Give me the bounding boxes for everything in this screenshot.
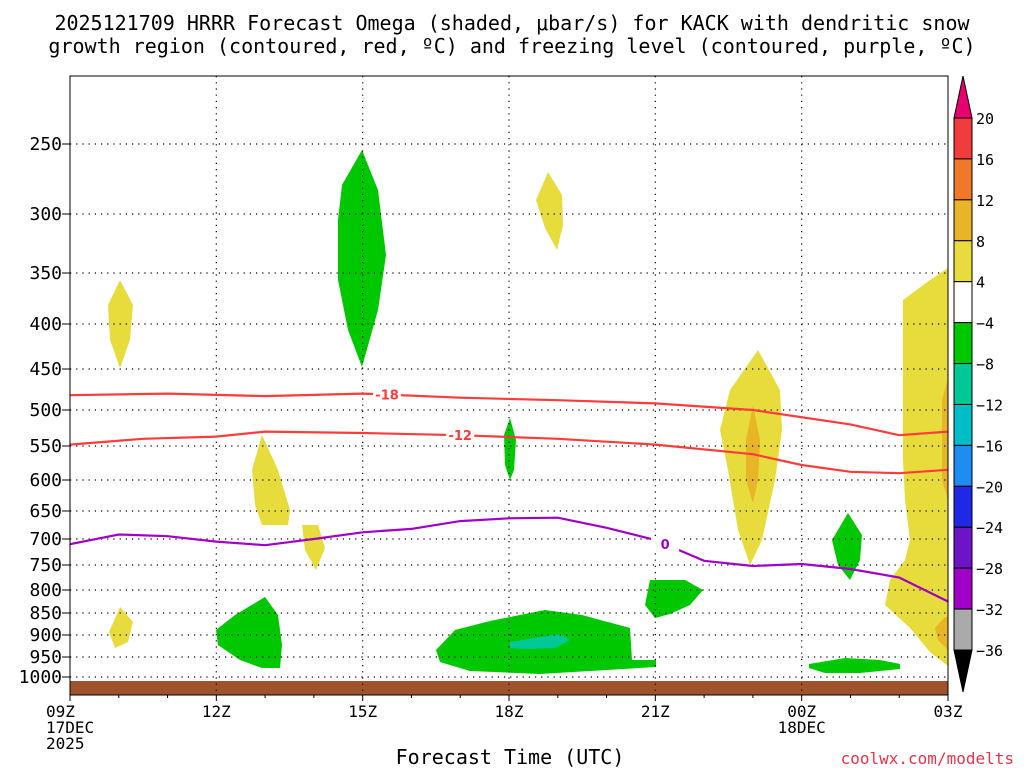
y-tick-label: 450 xyxy=(29,359,62,380)
colorbar-label: 4 xyxy=(976,274,985,292)
colorbar-band xyxy=(953,485,973,528)
y-tick-label: 800 xyxy=(29,580,62,601)
colorbar-label: −32 xyxy=(976,601,1003,619)
x-tick-label: 00Z xyxy=(787,702,816,721)
y-axis-ticks: 2503003504004505005506006507007508008509… xyxy=(19,134,70,688)
colorbar-band xyxy=(953,567,973,610)
chart-title-line2: growth region (contoured, red, ºC) and f… xyxy=(48,34,975,58)
contour-0 xyxy=(69,516,949,603)
colorbar-band xyxy=(953,444,973,487)
colorbar-band xyxy=(953,322,973,365)
y-tick-label: 500 xyxy=(29,400,62,421)
omega-blob-descent-4 xyxy=(645,580,703,618)
contour--18 xyxy=(69,392,949,437)
grid-lines xyxy=(70,76,948,695)
x-tick-label: 18Z xyxy=(495,702,524,721)
colorbar-band xyxy=(953,117,973,160)
x-tick-label: 21Z xyxy=(641,702,670,721)
x-tick-label: 09Z xyxy=(46,702,75,721)
colorbar-label: −12 xyxy=(976,396,1003,414)
omega-blob-ascent-4 xyxy=(302,525,325,570)
colorbar-band xyxy=(953,281,973,324)
colorbar: 20 16 12 8 4 −4 −8 −12 −16 −20 −24 −28 −32 −36 xyxy=(953,75,1003,693)
y-tick-label: 700 xyxy=(29,529,62,550)
y-tick-label: 750 xyxy=(29,555,62,576)
colorbar-label: −20 xyxy=(976,478,1003,496)
x-tick-label: 15Z xyxy=(348,702,377,721)
colorbar-band xyxy=(953,363,973,405)
colorbar-band xyxy=(953,199,973,242)
colorbar-label: 8 xyxy=(976,233,985,251)
colorbar-band xyxy=(953,158,973,201)
omega-blob-strong-ascent-3 xyxy=(935,617,948,650)
plot-frame xyxy=(69,75,949,696)
contour-label-bg xyxy=(651,536,680,553)
y-tick-label: 900 xyxy=(29,625,62,646)
omega-blob-descent-1 xyxy=(338,150,386,367)
contour-label-bg xyxy=(446,427,475,444)
y-tick-label: 850 xyxy=(29,603,62,624)
colorbar-label: 20 xyxy=(976,110,994,128)
y-tick-label: 300 xyxy=(29,204,62,225)
y-tick-label: 400 xyxy=(29,314,62,335)
omega-blob-strong-descent-1 xyxy=(510,634,570,649)
colorbar-band xyxy=(953,240,973,283)
omega-blob-descent-7 xyxy=(809,658,900,673)
x-tick-sublabel: 17DEC xyxy=(46,718,94,737)
colorbar-label: −24 xyxy=(976,519,1003,537)
colorbar-label: −8 xyxy=(976,356,994,374)
omega-blob-descent-3 xyxy=(216,597,282,668)
footer-credit: coolwx.com/modelts xyxy=(841,749,1014,768)
x-axis-label: Forecast Time (UTC) xyxy=(396,745,625,768)
x-tick-sublabel: 18DEC xyxy=(778,718,826,737)
y-tick-label: 350 xyxy=(29,263,62,284)
contour--12 xyxy=(69,430,949,475)
colorbar-top-arrow xyxy=(953,75,973,119)
y-tick-label: 550 xyxy=(29,436,62,457)
colorbar-label: 16 xyxy=(976,151,994,169)
contour-label--12: -12 xyxy=(448,429,472,444)
y-tick-label: 600 xyxy=(29,470,62,491)
x-tick-sublabel-year: 2025 xyxy=(46,734,85,753)
colorbar-label: −4 xyxy=(976,315,994,333)
colorbar-band xyxy=(953,608,973,651)
omega-blob-ascent-7 xyxy=(885,268,948,666)
colorbar-bottom-arrow xyxy=(953,649,973,693)
ground-surface xyxy=(70,681,948,695)
y-tick-label: 950 xyxy=(29,647,62,668)
colorbar-band xyxy=(953,403,973,446)
colorbar-label: −28 xyxy=(976,560,1003,578)
omega-blob-ascent-2 xyxy=(536,172,563,250)
contour-label-0: 0 xyxy=(661,538,670,553)
omega-blob-descent-2 xyxy=(504,418,516,480)
colorbar-label: 12 xyxy=(976,192,994,210)
colorbar-label: −36 xyxy=(976,642,1003,660)
colorbar-label: −16 xyxy=(976,437,1003,455)
contour-label-bg xyxy=(373,386,402,403)
chart-title-line1: 2025121709 HRRR Forecast Omega (shaded, … xyxy=(54,11,970,35)
contour-lines: -18 -12 0 xyxy=(69,386,949,603)
x-tick-label: 03Z xyxy=(934,702,963,721)
omega-blob-descent-5 xyxy=(832,513,862,580)
colorbar-band xyxy=(953,526,973,569)
omega-blob-ascent-5 xyxy=(109,607,133,648)
omega-shading xyxy=(108,150,948,674)
x-tick-label: 12Z xyxy=(202,702,231,721)
contour-label--18: -18 xyxy=(375,389,399,404)
y-tick-label: 1000 xyxy=(19,667,62,688)
y-tick-label: 250 xyxy=(29,134,62,155)
y-tick-label: 650 xyxy=(29,501,62,522)
omega-blob-ascent-3 xyxy=(252,435,290,525)
